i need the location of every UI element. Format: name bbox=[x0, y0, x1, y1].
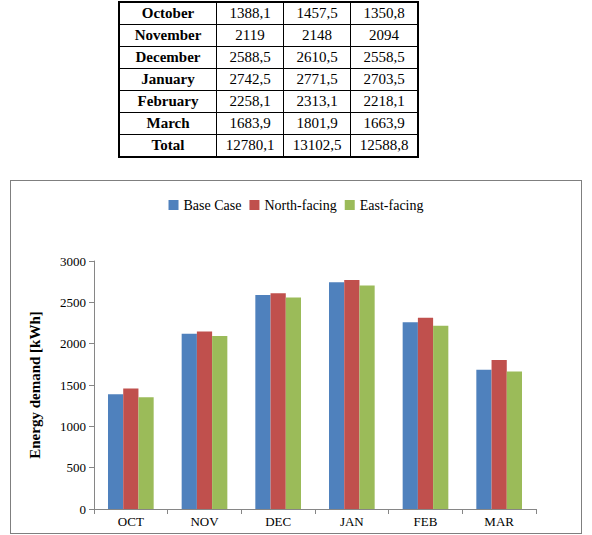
html-text:1801,9: 1801,9 bbox=[296, 115, 338, 131]
html-text:2771,5: 2771,5 bbox=[296, 71, 338, 87]
html-text:March: March bbox=[146, 115, 190, 131]
svg-text:DEC: DEC bbox=[265, 514, 291, 529]
html-text:2094: 2094 bbox=[369, 27, 399, 43]
html-text:12588,8: 12588,8 bbox=[359, 137, 409, 153]
html-text:1457,5: 1457,5 bbox=[296, 5, 338, 21]
html-text:2558,5: 2558,5 bbox=[363, 49, 405, 65]
html-text:October: October bbox=[141, 5, 195, 21]
html-text:2148: 2148 bbox=[302, 27, 332, 43]
svg-text:North-facing: North-facing bbox=[264, 198, 336, 213]
svg-text:2000: 2000 bbox=[60, 336, 86, 351]
html-text:2258,1: 2258,1 bbox=[229, 93, 271, 109]
svg-text:East-facing: East-facing bbox=[360, 198, 424, 213]
svg-text:500: 500 bbox=[67, 460, 87, 475]
svg-text:JAN: JAN bbox=[340, 514, 364, 529]
html-text:Total: Total bbox=[151, 137, 185, 153]
svg-text:NOV: NOV bbox=[190, 514, 219, 529]
svg-text:Base Case: Base Case bbox=[184, 198, 242, 213]
svg-text:1500: 1500 bbox=[60, 378, 86, 393]
html-text:1388,1: 1388,1 bbox=[229, 5, 271, 21]
html-text:13102,5: 13102,5 bbox=[292, 137, 342, 153]
html-text:12780,1: 12780,1 bbox=[225, 137, 275, 153]
svg-text:1000: 1000 bbox=[60, 419, 86, 434]
html-text:February: February bbox=[137, 93, 199, 109]
html-text:November: November bbox=[134, 27, 202, 43]
html-text:1350,8: 1350,8 bbox=[363, 5, 405, 21]
html-text:2742,5: 2742,5 bbox=[229, 71, 271, 87]
html-text:2588,5: 2588,5 bbox=[229, 49, 271, 65]
html-text:2313,1: 2313,1 bbox=[296, 93, 338, 109]
html-text:2218,1: 2218,1 bbox=[363, 93, 405, 109]
html-text:2703,5: 2703,5 bbox=[363, 71, 405, 87]
html-text:2119: 2119 bbox=[235, 27, 265, 43]
svg-text:FEB: FEB bbox=[414, 514, 438, 529]
svg-text:2500: 2500 bbox=[60, 295, 86, 310]
html-text:2610,5: 2610,5 bbox=[296, 49, 338, 65]
html-text:January: January bbox=[141, 71, 195, 87]
html-text:1683,9: 1683,9 bbox=[229, 115, 271, 131]
svg-text:Energy demand [kWh]: Energy demand [kWh] bbox=[27, 311, 43, 459]
svg-text:OCT: OCT bbox=[118, 514, 144, 529]
html-text:1663,9: 1663,9 bbox=[363, 115, 405, 131]
svg-text:0: 0 bbox=[80, 502, 87, 517]
html-text:December: December bbox=[135, 49, 201, 65]
svg-text:MAR: MAR bbox=[484, 514, 514, 529]
svg-text:3000: 3000 bbox=[60, 254, 86, 269]
